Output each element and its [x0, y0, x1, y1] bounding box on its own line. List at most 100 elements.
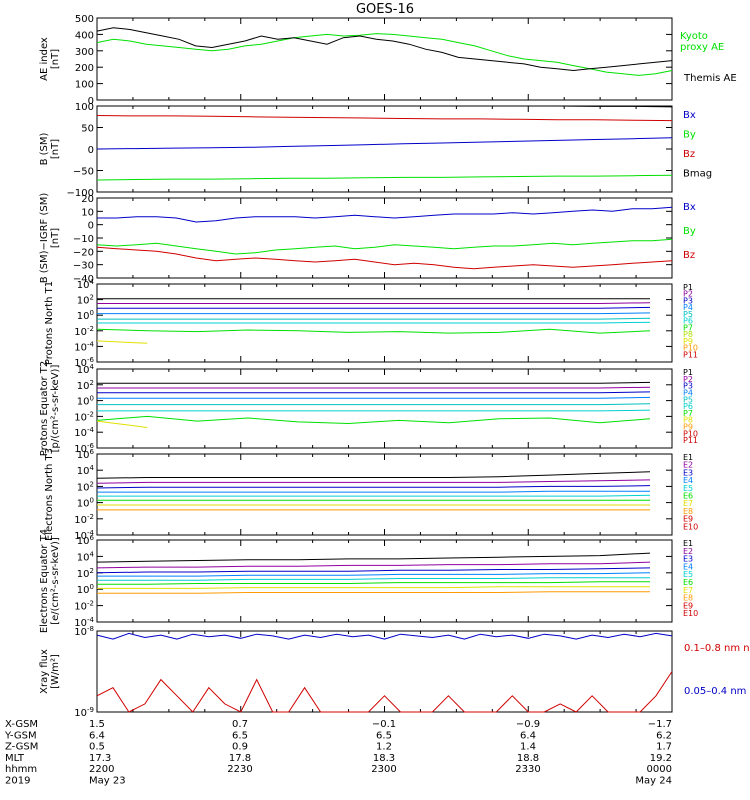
y-axis-label: [e/(cm²-s-sr-keV)]	[50, 537, 61, 625]
y-tick-label: 100	[75, 80, 94, 91]
legend-label: E2	[683, 461, 693, 470]
y-tick-label: −40	[73, 274, 94, 285]
legend-label: P4	[683, 389, 693, 398]
legend-label: Bz	[683, 250, 695, 261]
legend-label: P7	[683, 409, 693, 418]
y-axis-label: Xray flux	[39, 649, 50, 694]
y-axis-label: [nT]	[50, 228, 61, 248]
series-line-e7	[97, 586, 650, 589]
plot-frame	[96, 630, 673, 713]
y-tick-label: 500	[75, 14, 94, 25]
legend-label: Bx	[683, 110, 696, 121]
legend-label: E3	[683, 555, 693, 564]
plot-frame	[96, 453, 673, 536]
y-tick-label: 106	[77, 534, 95, 547]
y-axis-label: B (SM)−IGRF (SM)	[39, 193, 50, 284]
ephemeris-value: 1.5	[89, 719, 105, 730]
legend-label: E10	[683, 522, 698, 531]
panel-8: 10-8 10-9 Xray flux[W/m²] 0.1–0.8 nm nm 0.05…	[39, 625, 750, 719]
y-tick-label: 102	[77, 567, 94, 580]
y-tick-label: −50	[73, 167, 94, 178]
legend-label: P2	[683, 290, 693, 299]
legend-label: E8	[683, 507, 693, 516]
series-line-e3	[96, 567, 651, 574]
y-tick-label: 10-2	[74, 410, 94, 423]
legend-label: E7	[683, 586, 693, 595]
y-tick-label: 10	[81, 207, 94, 218]
y-tick-label: 10-4	[74, 340, 94, 353]
y-tick-label: −10	[73, 234, 94, 245]
legend-label: Themis AE	[683, 73, 737, 84]
ephemeris-value: 6.5	[232, 730, 248, 741]
ephemeris-value: May 24	[635, 776, 672, 787]
y-tick-label: 100	[77, 395, 94, 408]
y-tick-label: −100	[67, 188, 94, 199]
legend-label: E10	[683, 609, 698, 618]
series-line-p6	[97, 409, 651, 412]
ephemeris-value: 1.7	[656, 742, 672, 753]
ephemeris-value: 2330	[515, 764, 540, 775]
ephemeris-value: −0.9	[516, 719, 540, 730]
legend-label: P10	[683, 429, 698, 438]
legend-label: E3	[683, 468, 693, 477]
legend-label: P4	[683, 303, 693, 312]
series-line-kyoto-proxy-ae	[96, 33, 673, 76]
series-line-p3	[97, 306, 651, 309]
ephemeris-value: −1.7	[648, 719, 672, 730]
legend-label: P6	[683, 317, 693, 326]
ephemeris-value: 2200	[89, 764, 114, 775]
legend-label: P3	[683, 297, 693, 306]
y-axis-label: Protons Equator T2	[39, 361, 50, 457]
y-tick-label: 102	[77, 379, 94, 392]
legend-label: Kyoto	[680, 31, 708, 42]
legend-label: P1	[683, 283, 693, 292]
y-tick-label: 400	[75, 30, 94, 41]
ephemeris-row-label: 2019	[5, 776, 30, 787]
legend-label: 0.1–0.8 nm nm	[684, 643, 750, 654]
legend-label: E5	[683, 484, 693, 493]
series-line-p1	[97, 381, 651, 384]
legend-label: P6	[683, 402, 693, 411]
series-line-p2	[97, 386, 651, 389]
ephemeris-value: 2230	[227, 764, 252, 775]
series-line-bz	[96, 246, 673, 270]
series-line-e1	[96, 552, 651, 563]
ephemeris-value: May 23	[89, 776, 126, 787]
legend-label: proxy AE	[680, 42, 724, 53]
y-tick-label: 200	[75, 63, 94, 74]
ephemeris-value: 6.2	[656, 730, 672, 741]
legend-label: P10	[683, 344, 698, 353]
series-line-p9	[97, 341, 600, 343]
series-line-bx	[97, 206, 673, 223]
legend-label: P11	[683, 436, 698, 445]
legend-label: E5	[683, 570, 693, 579]
page-title: GOES-16	[356, 2, 414, 17]
series-line-bz	[96, 115, 673, 122]
series-line-e8	[97, 591, 650, 594]
legend-label: E9	[683, 515, 693, 524]
y-tick-label: 10-2	[74, 325, 94, 338]
legend-label: E4	[683, 562, 693, 571]
series-line-e1	[96, 471, 651, 479]
series-line-bmag	[97, 105, 673, 108]
y-axis-label: AE index	[39, 37, 50, 81]
y-tick-label: 104	[77, 464, 95, 477]
ephemeris-value: 0.5	[89, 742, 105, 753]
series-line-by	[96, 238, 673, 255]
y-axis-label: [p/(cm²-s-sr-keV)]	[50, 365, 61, 453]
legend-label: E6	[683, 492, 693, 501]
ephemeris-value: −0.1	[372, 719, 396, 730]
legend-label: E9	[683, 601, 693, 610]
y-axis-label: [W/m²]	[50, 654, 61, 689]
y-axis-label: Protons North T1	[44, 281, 55, 365]
ephemeris-value: 1.2	[376, 742, 392, 753]
legend-label: E1	[683, 453, 693, 462]
panel-3: 20 10 0 −10 −20 −30 −40 B (SM)−IGRF (SM) [nT] Bx B…	[39, 193, 696, 285]
y-tick-label: 0	[88, 96, 94, 107]
y-tick-label: 0	[88, 221, 94, 232]
legend-label: E8	[683, 594, 693, 603]
